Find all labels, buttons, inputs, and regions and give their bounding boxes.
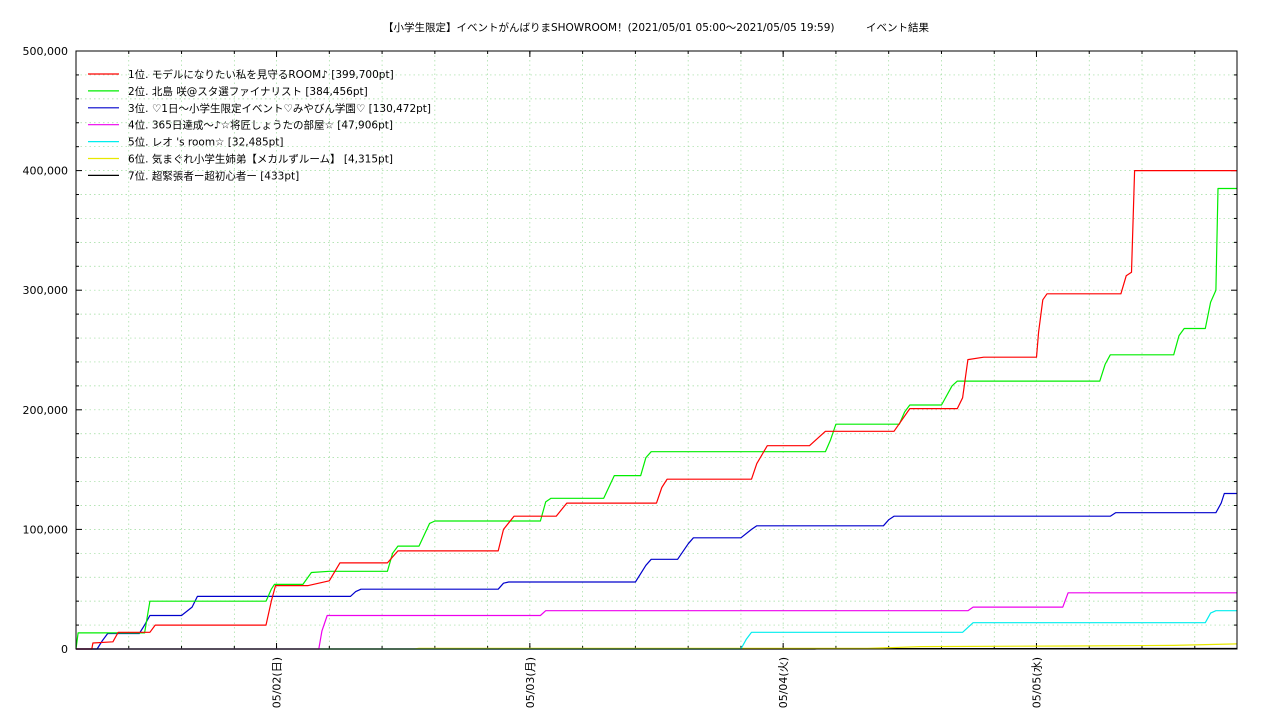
- x-axis: 05/02(日) 05/03(月) 05/04(火) 05/05(水): [128, 51, 1196, 708]
- x-tick-label: 05/05(水): [1030, 657, 1043, 708]
- legend-entry: 3位. ♡1日〜小学生限定イベント♡みやびん学園♡ [130,472pt]: [128, 102, 431, 115]
- y-tick-label: 0: [61, 643, 68, 656]
- series-line: [76, 610, 1237, 650]
- x-tick-label: 05/03(月): [524, 657, 537, 708]
- legend-entry: 1位. モデルになりたい私を見守るROOM♪ [399,700pt]: [128, 68, 394, 81]
- y-tick-label: 300,000: [23, 284, 69, 297]
- y-tick-label: 400,000: [23, 165, 69, 178]
- y-axis: 0 100,000 200,000 300,000 400,000 500,000: [23, 45, 1237, 656]
- y-tick-label: 200,000: [23, 404, 69, 417]
- grid-lines: [76, 51, 1237, 649]
- y-tick-label: 500,000: [23, 45, 69, 58]
- series-line: [76, 170, 1237, 650]
- chart-title: 【小学生限定】イベントがんばりまSHOWROOM！(2021/05/01 05:…: [383, 21, 930, 34]
- plot-frame: [75, 50, 1238, 650]
- x-tick-label: 05/04(火): [777, 657, 790, 708]
- legend-entry: 6位. 気まぐれ小学生姉弟【メカルずルーム】 [4,315pt]: [128, 153, 393, 166]
- legend-entry: 7位. 超緊張者ー超初心者ー [433pt]: [128, 169, 299, 182]
- legend-entry: 2位. 北島 咲@スタ選ファイナリスト [384,456pt]: [128, 85, 368, 98]
- legend-entry: 4位. 365日達成〜♪☆将匠しょうたの部屋☆ [47,906pt]: [128, 119, 393, 132]
- legend: 1位. モデルになりたい私を見守るROOM♪ [399,700pt] 2位. 北島…: [88, 68, 431, 182]
- series-line: [76, 592, 1237, 650]
- legend-entry: 5位. レオ 's room☆ [32,485pt]: [128, 136, 284, 149]
- y-tick-label: 100,000: [23, 523, 69, 536]
- series-line: [75, 187, 1237, 650]
- x-tick-label: 05/02(日): [271, 657, 284, 708]
